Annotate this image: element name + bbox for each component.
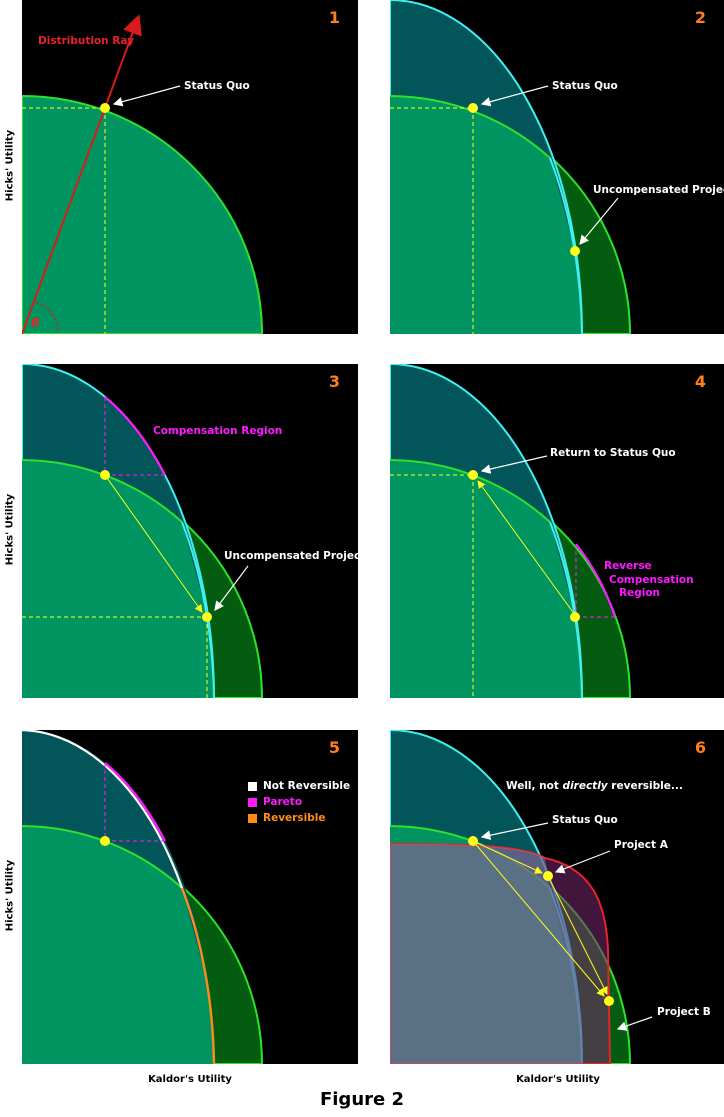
compensation-frontier <box>104 396 166 476</box>
return-label-arrow <box>480 455 548 474</box>
legend-label: Not Reversible <box>263 780 351 792</box>
legend-label: Pareto <box>263 796 303 808</box>
compensation-label: Compensation <box>609 574 694 586</box>
status-quo-arrow <box>480 822 549 840</box>
status-quo-point <box>100 836 110 846</box>
uncompensated-project-label: Uncompensated Project <box>224 550 358 562</box>
a-to-b-arrow <box>547 875 608 995</box>
project-point <box>570 612 580 622</box>
theta-arc <box>35 301 59 333</box>
uncompensated-arrow <box>214 565 249 611</box>
panel-4: 4 Return to Status Quo Reverse Compensat… <box>390 364 724 698</box>
return-arrow <box>477 480 576 616</box>
project-b-point <box>604 996 614 1006</box>
compensation-region-label: Compensation Region <box>153 425 283 437</box>
pareto-frontier <box>104 762 167 842</box>
note-label: Well, not directly reversible... <box>506 780 683 792</box>
uncompensated-project-point <box>202 612 212 622</box>
y-axis-label-row3: Hicks' Utility <box>4 859 16 932</box>
panel-4-diagram <box>390 364 632 698</box>
not-reversible-frontier <box>22 730 184 889</box>
project-a-label: Project A <box>614 839 668 851</box>
panel-3-diagram <box>22 364 264 698</box>
uncompensated-arrow <box>579 197 619 245</box>
panel-6-diagram <box>390 730 653 1064</box>
y-axis-label-row1: Hicks' Utility <box>4 129 16 202</box>
distribution-ray <box>22 14 142 334</box>
status-quo-point <box>468 470 478 480</box>
status-quo-point <box>100 470 110 480</box>
figure-caption: Figure 2 <box>319 1089 405 1110</box>
note-emphasis: directly <box>562 780 608 792</box>
status-quo-point <box>100 103 110 113</box>
sq-to-b-arrow <box>472 840 605 997</box>
status-quo-label: Status Quo <box>184 80 250 92</box>
legend-item-pareto: Pareto <box>248 794 350 810</box>
sq-to-a-arrow <box>472 840 543 874</box>
sq-frontier-area <box>22 94 264 334</box>
project-b-label: Project B <box>657 1006 711 1018</box>
status-quo-label: Status Quo <box>552 80 618 92</box>
status-quo-point <box>468 836 478 846</box>
panel-3: 3 Compensation Region Uncompensated Proj… <box>22 364 358 698</box>
theta-label: θ <box>31 316 40 330</box>
note-pre: Well, not <box>506 780 563 792</box>
uncompensated-project-label: Uncompensated Project <box>593 184 724 196</box>
overlap-area <box>390 96 582 334</box>
y-axis-label-row2: Hicks' Utility <box>4 493 16 566</box>
panel-5: 5 Not Reversible Pareto Reversible <box>22 730 358 1064</box>
note-post: reversible... <box>607 780 683 792</box>
move-arrow <box>104 474 203 613</box>
status-quo-arrow <box>112 85 181 107</box>
project-b-arrow <box>616 1016 653 1031</box>
panel-number: 1 <box>328 8 340 27</box>
panel-1: 1 Distribution Ray Status Quo θ <box>22 0 358 334</box>
reversible-frontier <box>180 887 216 1064</box>
x-axis-label-left: Kaldor's Utility <box>148 1074 232 1085</box>
panel-2: 2 Status Quo Uncompensated Project <box>390 0 724 334</box>
panel-number: 3 <box>328 372 340 391</box>
legend: Not Reversible Pareto Reversible <box>248 778 350 826</box>
status-quo-arrow <box>480 85 549 107</box>
region-label: Region <box>619 587 661 599</box>
panel-number: 2 <box>694 8 706 27</box>
distribution-ray-label: Distribution Ray <box>38 35 135 47</box>
legend-item-reversible: Reversible <box>248 810 350 826</box>
project-a-arrow <box>554 850 611 874</box>
panel-number: 6 <box>694 738 706 757</box>
return-to-status-quo-label: Return to Status Quo <box>550 447 676 459</box>
status-quo-point <box>468 103 478 113</box>
new-frontier-area <box>390 843 612 1064</box>
panel-1-diagram <box>22 14 264 334</box>
panel-number: 5 <box>328 738 340 757</box>
legend-swatch <box>248 781 257 791</box>
panel-6: 6 Well, not directly reversible... Statu… <box>390 730 724 1064</box>
panel-2-diagram <box>390 0 632 334</box>
legend-label: Reversible <box>263 812 326 824</box>
legend-swatch <box>248 813 257 823</box>
uncompensated-project-point <box>570 246 580 256</box>
reverse-compensation-frontier <box>575 543 617 618</box>
status-quo-label: Status Quo <box>552 814 618 826</box>
reverse-label: Reverse <box>604 560 652 572</box>
project-a-point <box>543 871 553 881</box>
panel-number: 4 <box>694 372 706 391</box>
project-a-region <box>390 844 582 1064</box>
legend-swatch <box>248 797 257 807</box>
legend-item-not-reversible: Not Reversible <box>248 778 350 794</box>
x-axis-label-right: Kaldor's Utility <box>516 1074 600 1085</box>
panel-5-diagram <box>22 730 264 1064</box>
